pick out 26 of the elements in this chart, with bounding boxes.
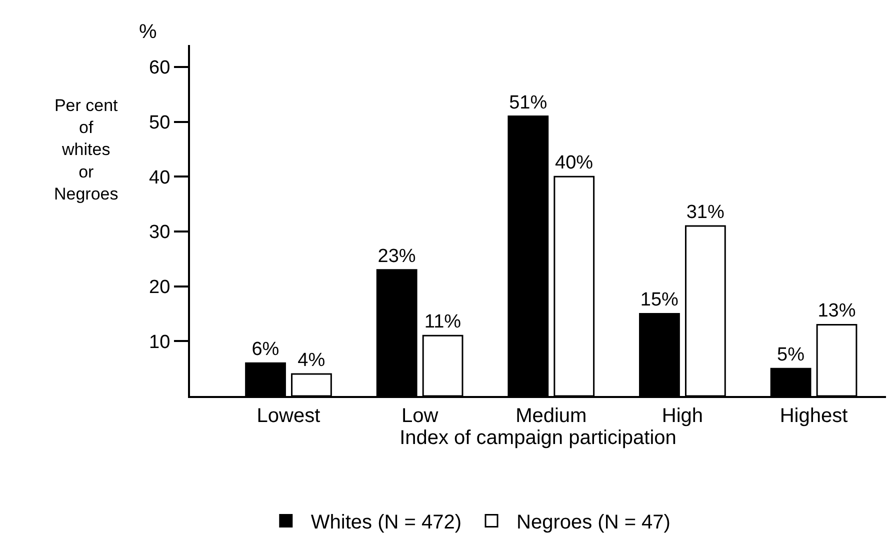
x-axis-title: Index of campaign participation <box>400 427 676 449</box>
x-tick-label: High <box>662 405 704 427</box>
data-label: 51% <box>509 92 548 114</box>
data-label: 23% <box>378 246 416 267</box>
y-tick-label: 10 <box>149 332 170 353</box>
x-tick-label: Highest <box>780 405 848 427</box>
data-label: 13% <box>818 300 856 322</box>
x-tick-label: Lowest <box>256 405 321 427</box>
y-tick-label: 20 <box>149 276 170 298</box>
data-label: 11% <box>424 312 462 333</box>
data-label: 31% <box>686 202 724 223</box>
y-tick-label: 40 <box>149 167 170 188</box>
x-tick-label: Medium <box>516 405 587 427</box>
text: % <box>139 21 157 43</box>
x-tick-label: Low <box>401 405 439 427</box>
y-tick-label: 60 <box>149 58 170 79</box>
legend-label: Negroes (N = 47) <box>516 512 670 534</box>
data-label: 15% <box>640 290 679 311</box>
data-label: 6% <box>252 339 280 360</box>
data-label: 4% <box>298 350 326 372</box>
y-tick-label: 50 <box>149 112 170 134</box>
y-tick-label: 30 <box>149 222 170 244</box>
data-label: 40% <box>555 152 594 174</box>
data-label: 5% <box>777 344 805 366</box>
y-axis-title: Per cent of whites or Negroes <box>54 96 118 204</box>
legend-label: Whites (N = 472) <box>310 512 462 534</box>
